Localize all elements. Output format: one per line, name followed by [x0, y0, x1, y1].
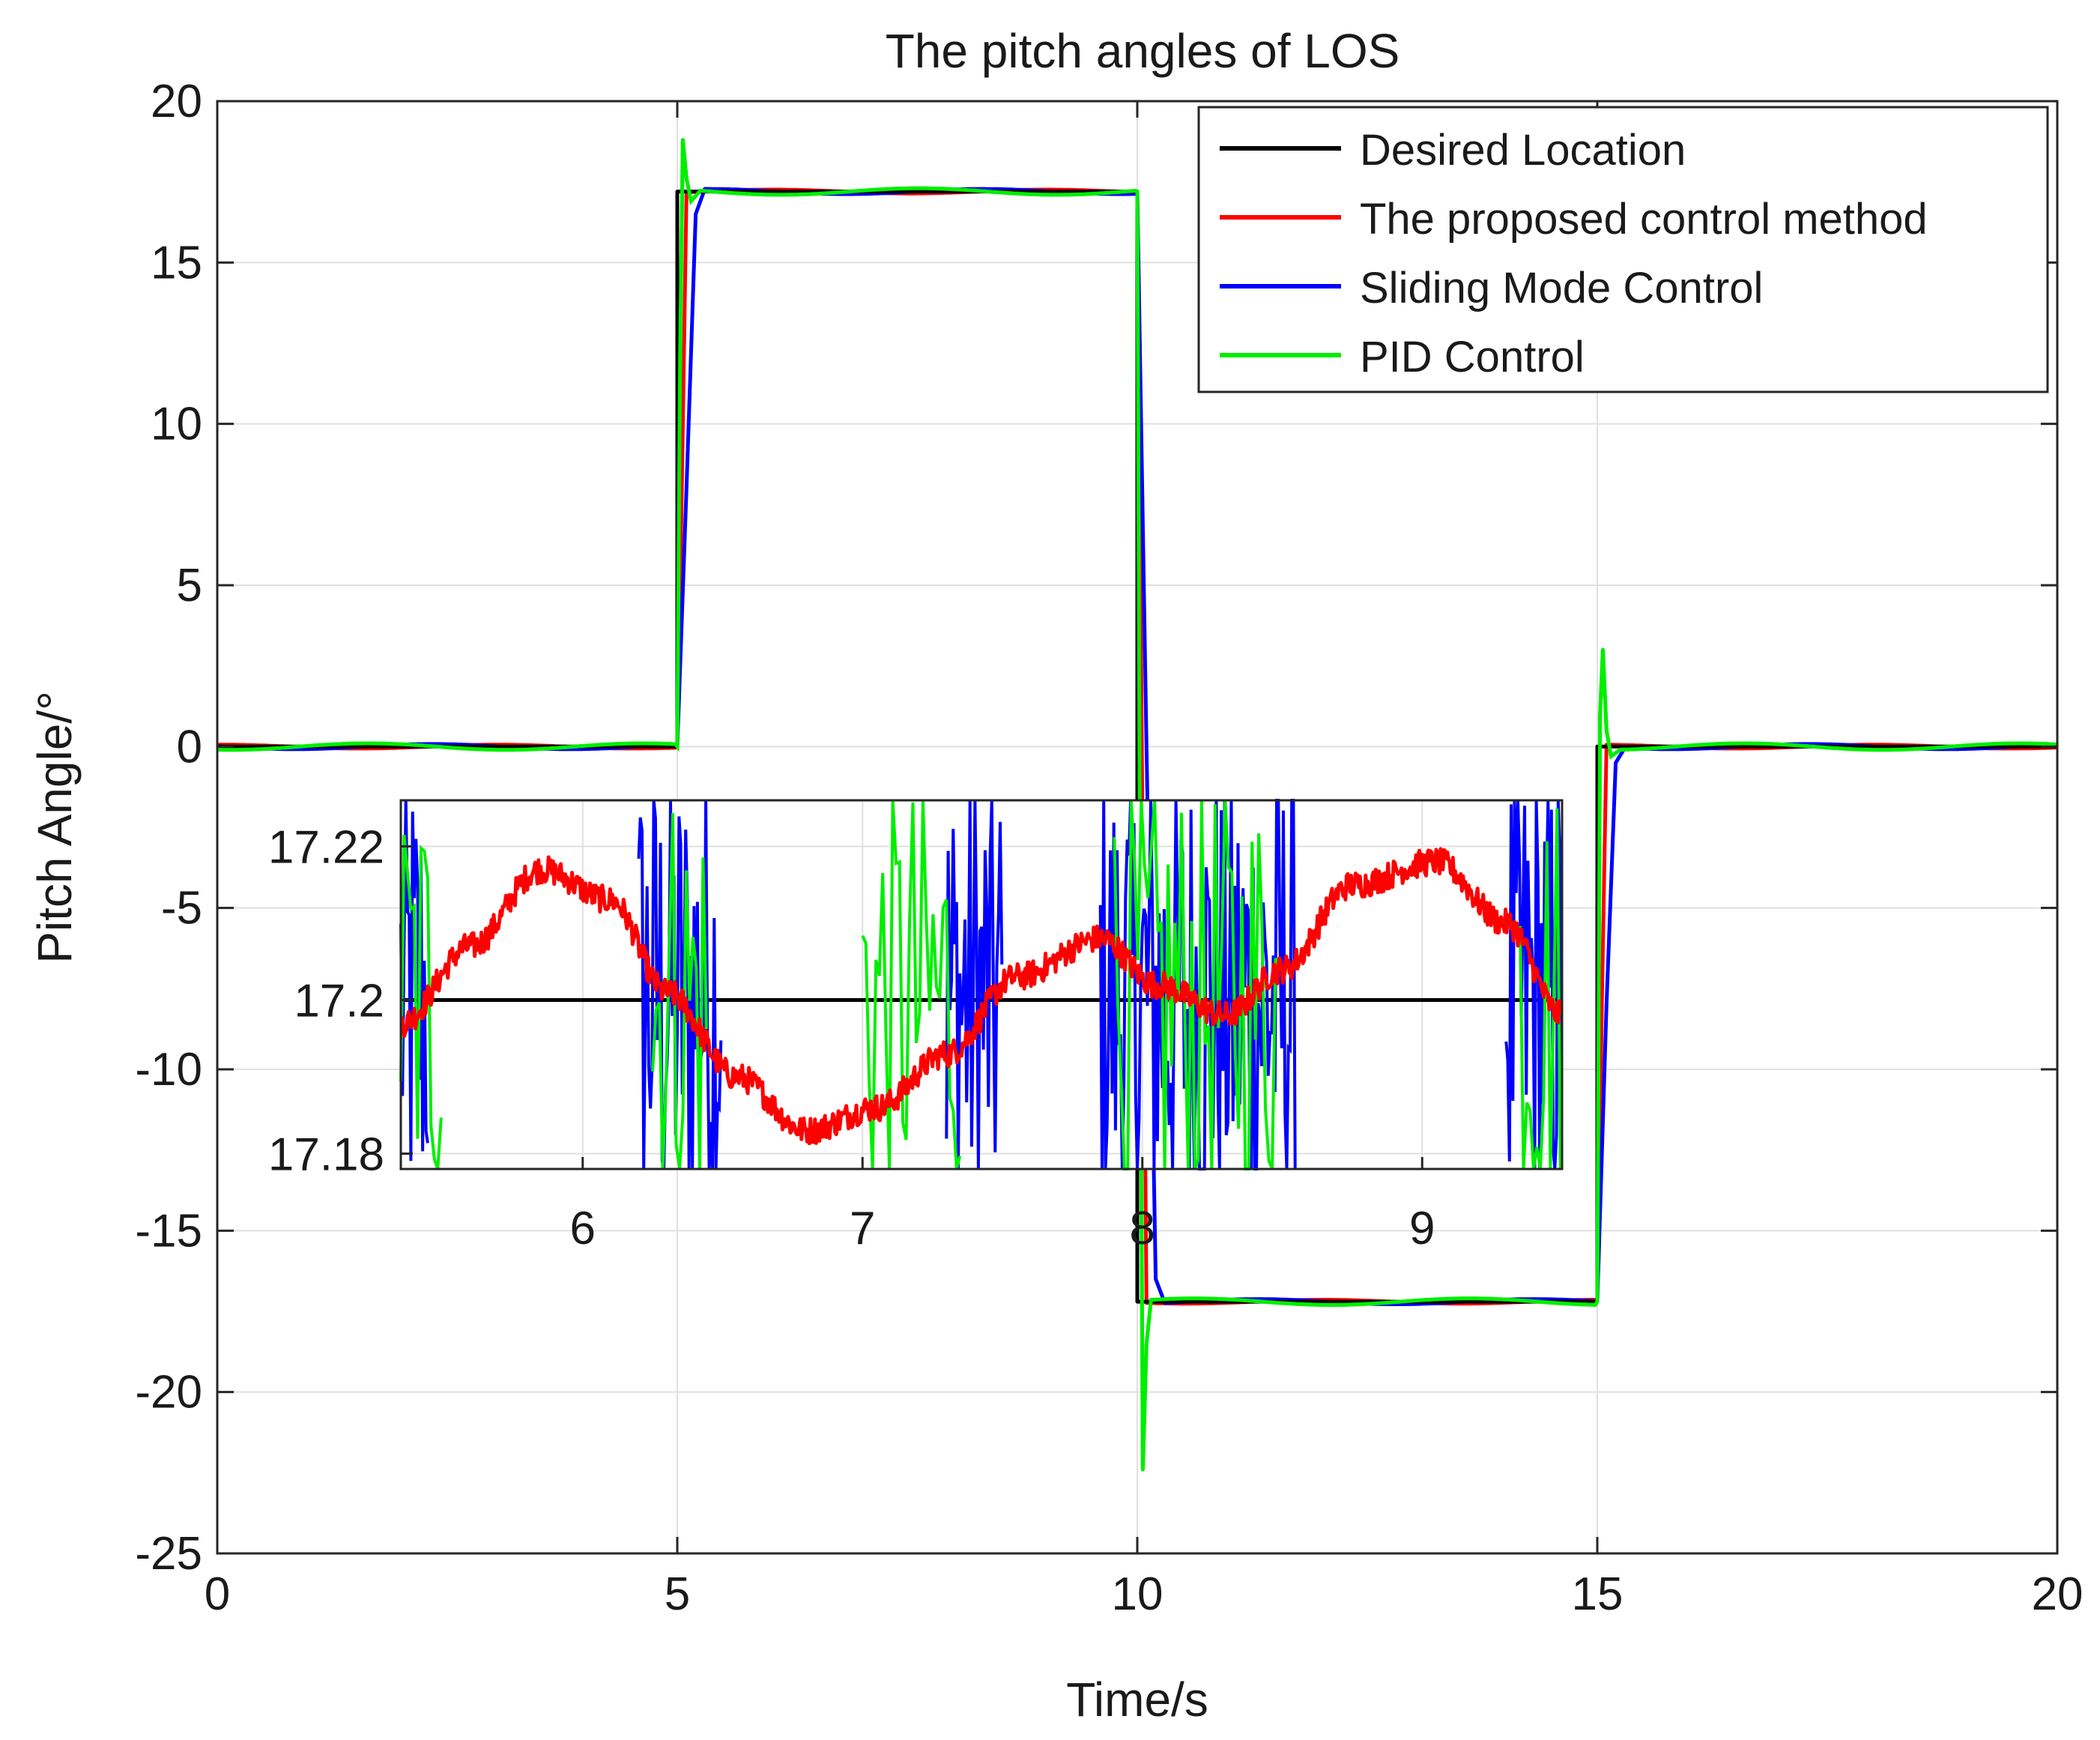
x-tick-label: 10: [1112, 1568, 1164, 1620]
y-tick-label: 15: [151, 237, 202, 289]
x-axis-ticks: 0 5 10 15 20: [205, 101, 2084, 1620]
main-plot-series: [217, 138, 2059, 1472]
legend-box: [1197, 106, 2049, 393]
y-tick-label: 20: [151, 76, 202, 127]
inset-x-tick-label: 8: [1130, 1203, 1155, 1254]
y-axis-ticks: 20 15 10 5 0 -5 -10 -15 -20 -25: [135, 76, 2057, 1580]
inset-y-tick-label: 17.2: [294, 976, 384, 1027]
y-tick-label: -10: [135, 1044, 202, 1096]
y-tick-label: -5: [161, 883, 202, 934]
inset-smc-chatter: [399, 799, 1564, 1170]
inset-y-tick-label: 17.18: [268, 1129, 384, 1181]
y-axis-label: Pitch Angle/°: [28, 691, 82, 964]
inset-x-tick-label: 6: [570, 1203, 596, 1254]
inset-y-tick-label: 17.22: [268, 822, 384, 874]
y-tick-label: 0: [177, 721, 202, 773]
x-tick-label: 0: [205, 1568, 230, 1620]
inset-x-ticks: 6 7 8 9: [570, 1157, 1435, 1254]
legend-label-pid-control: PID Control: [1360, 333, 1585, 381]
x-tick-label: 20: [2032, 1568, 2084, 1620]
y-tick-label: -25: [135, 1528, 202, 1580]
inset-x-tick-label: 7: [850, 1203, 875, 1254]
chart-title: The pitch angles of LOS: [886, 24, 1400, 78]
inset-y-ticks: 17.22 17.2 17.18: [268, 822, 413, 1181]
x-tick-label: 15: [1572, 1568, 1624, 1620]
y-tick-label: 5: [177, 560, 202, 611]
legend: Desired Location The proposed control met…: [1197, 106, 2049, 393]
series-line-pid-control-top: [217, 139, 2059, 1470]
legend-label-desired-location: Desired Location: [1360, 126, 1686, 175]
legend-label-sliding-mode-control: Sliding Mode Control: [1360, 264, 1763, 312]
x-axis-label: Time/s: [1066, 1673, 1208, 1727]
legend-label-the-proposed-control-method: The proposed control method: [1360, 195, 1928, 244]
zoom-inset: 6 7 8 9 17.22 17.2 17.18: [268, 799, 1564, 1254]
series-line-desired-location: [217, 190, 2057, 1304]
y-tick-label: -20: [135, 1367, 202, 1419]
y-tick-label: -15: [135, 1205, 202, 1257]
y-tick-label: 10: [151, 399, 202, 450]
inset-x-tick-label: 9: [1409, 1203, 1435, 1254]
inset-frame: [399, 799, 1564, 1170]
x-tick-label: 5: [665, 1568, 690, 1620]
inset-proposed-curve: [399, 847, 1564, 1146]
